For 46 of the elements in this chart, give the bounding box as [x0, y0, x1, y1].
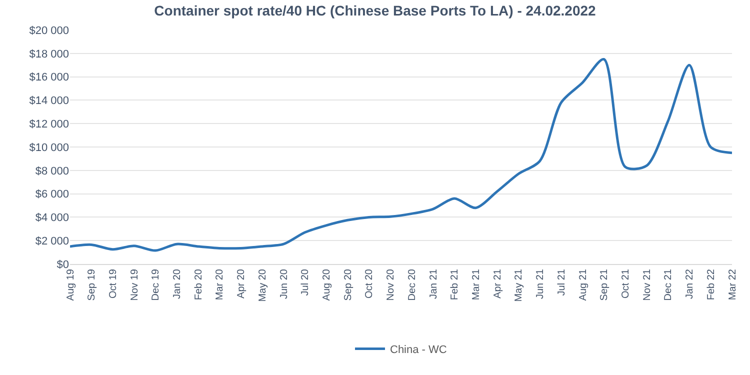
x-tick-label: Dec 19: [150, 268, 162, 301]
x-tick-label: Nov 19: [129, 268, 140, 301]
x-tick-label: Oct 21: [620, 268, 632, 298]
y-tick-label: $8 000: [35, 165, 69, 178]
x-tick-label: Mar 22: [727, 268, 738, 300]
x-tick-label: Jan 21: [428, 268, 440, 300]
x-tick-label: Dec 21: [663, 268, 674, 301]
x-tick-label: Jul 20: [300, 268, 312, 296]
legend-label: China - WC: [390, 344, 447, 356]
x-tick-label: May 21: [514, 268, 525, 302]
y-tick-label: $10 000: [29, 142, 69, 154]
x-tick-label: Sep 21: [599, 268, 610, 301]
x-tick-label: Apr 20: [236, 268, 248, 298]
x-tick-label: Oct 19: [108, 268, 119, 298]
x-tick-label: Nov 21: [642, 268, 653, 301]
x-tick-label: Jun 20: [278, 268, 290, 300]
y-tick-label: $0: [56, 258, 69, 271]
y-tick-label: $20 000: [29, 24, 69, 37]
y-tick-label: $2 000: [35, 235, 69, 248]
x-tick-label: Aug 20: [322, 268, 333, 301]
x-tick-label: Jan 22: [684, 268, 696, 300]
y-tick-label: $18 000: [29, 48, 69, 60]
x-tick-label: Sep 19: [86, 268, 98, 301]
y-tick-label: $16 000: [29, 72, 69, 84]
x-tick-label: Aug 19: [65, 268, 76, 301]
x-tick-label: Dec 20: [406, 268, 418, 301]
x-tick-label: Nov 20: [386, 268, 397, 301]
y-tick-label: $6 000: [35, 188, 69, 201]
x-tick-label: Feb 22: [706, 268, 717, 300]
x-tick-label: Jun 21: [535, 268, 546, 300]
chart-title: Container spot rate/40 HC (Chinese Base Ports To LA) - 24.02.2022: [154, 2, 596, 18]
x-tick-label: Sep 20: [342, 268, 354, 301]
x-tick-label: Feb 21: [450, 268, 461, 300]
y-tick-label: $14 000: [29, 95, 69, 108]
x-tick-label: Oct 20: [364, 268, 376, 298]
x-tick-label: Apr 21: [492, 268, 504, 298]
x-tick-label: Mar 21: [470, 268, 482, 300]
x-tick-label: Aug 21: [578, 268, 589, 301]
x-tick-label: Jan 20: [172, 268, 184, 300]
line-series: [70, 58, 732, 252]
x-tick-label: Jul 21: [556, 268, 568, 296]
y-tick-label: $12 000: [29, 118, 69, 130]
x-tick-label: Mar 20: [214, 268, 226, 300]
x-tick-label: May 20: [257, 268, 268, 302]
y-tick-label: $4 000: [35, 212, 69, 224]
x-tick-label: Feb 20: [193, 268, 204, 300]
